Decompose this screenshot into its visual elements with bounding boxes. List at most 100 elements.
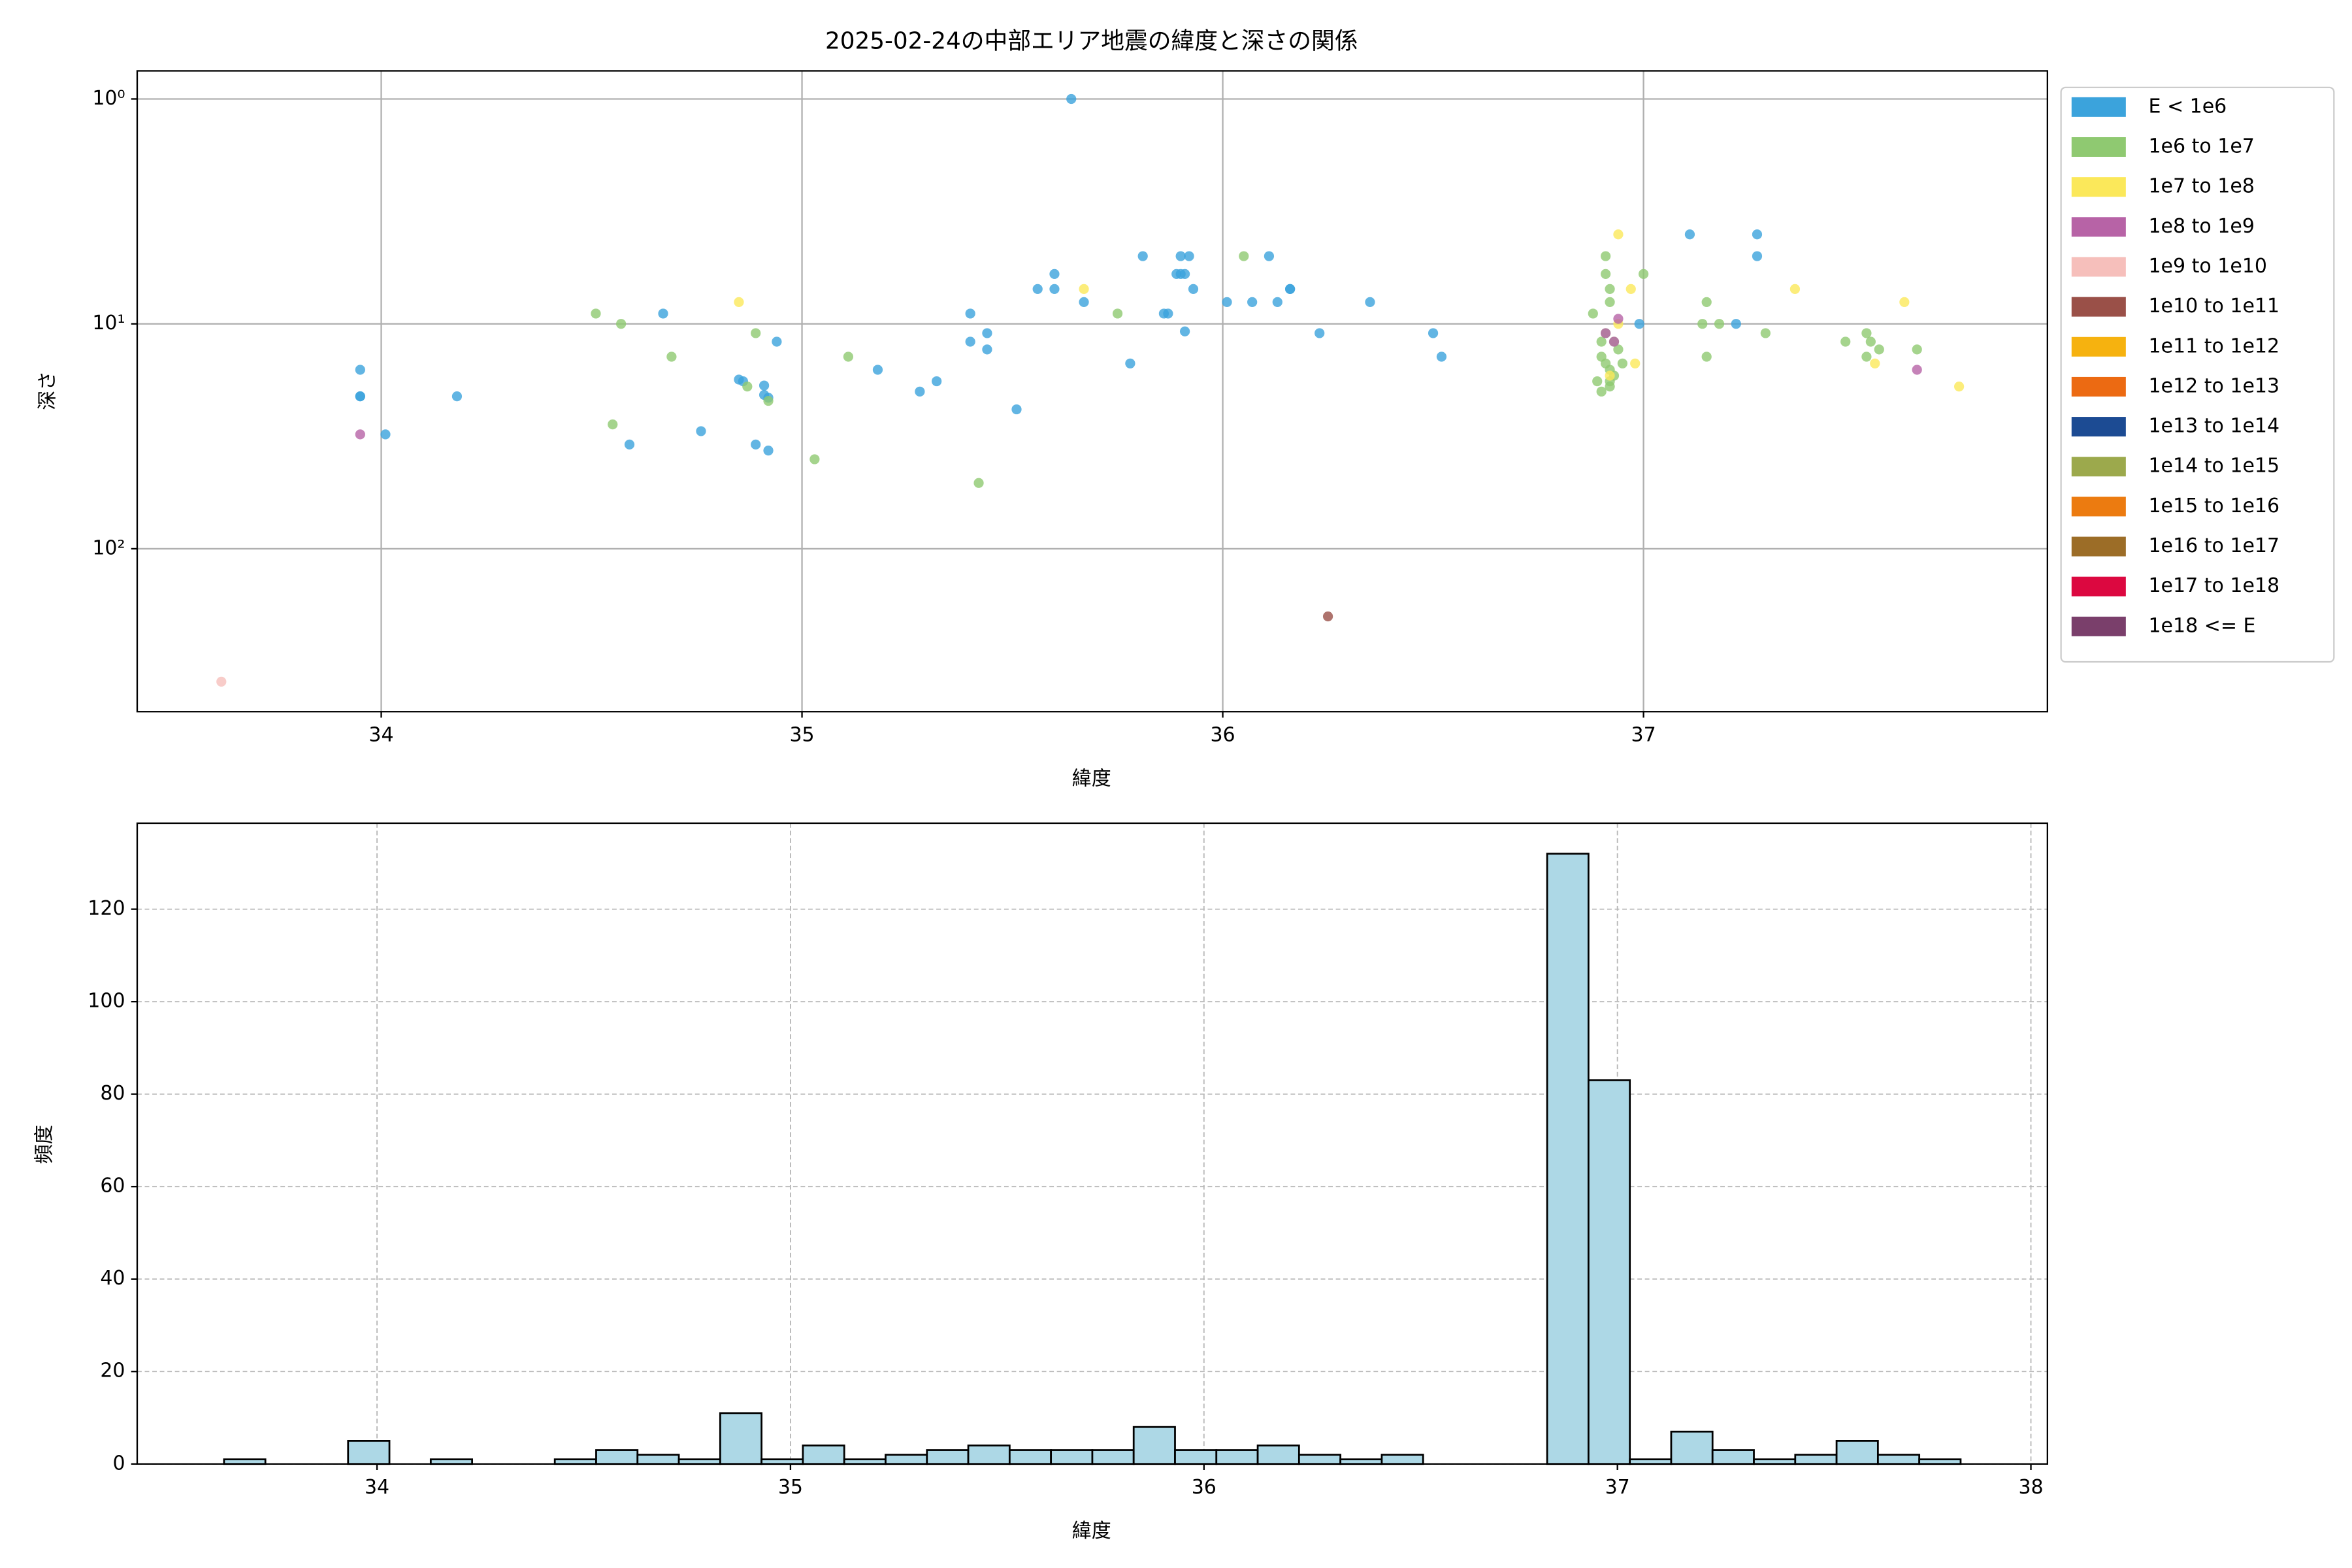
x-tick-label: 34 [365,1476,389,1499]
scatter-point [843,351,854,362]
histogram-bar [1711,1449,1755,1465]
scatter-point [1789,284,1801,294]
legend-swatch [2071,417,2126,437]
histogram-bar [1835,1440,1879,1465]
scatter-point [1752,251,1763,261]
legend-swatch [2071,376,2126,397]
legend-label: 1e8 to 1e9 [2148,215,2254,238]
scatter-point [772,336,782,347]
scatter-point [973,478,984,488]
scatter-point [809,454,820,465]
legend-swatch [2071,177,2126,197]
legend-swatch [2071,297,2126,317]
legend-swatch [2071,217,2126,237]
scatter-point [751,439,761,450]
scatter-point [1613,314,1624,324]
x-tick-label: 37 [1605,1476,1630,1499]
legend-label: 1e17 to 1e18 [2148,574,2279,597]
histogram-bar [595,1449,639,1465]
scatter-point [1912,365,1922,375]
scatter-point [1697,319,1708,329]
scatter-point [742,382,753,392]
scatter-point [1066,93,1077,105]
scatter-point [216,676,227,687]
scatter-point [355,429,365,440]
scatter-point [1179,269,1190,279]
histogram-bar [1091,1449,1135,1465]
legend-label: 1e12 to 1e13 [2148,374,2279,397]
scatter-point [872,365,883,375]
y-tick-label: 120 [88,897,125,920]
y-tick-label: 40 [100,1267,125,1290]
y-tick-label: 10¹ [92,312,125,335]
scatter-point [1714,319,1725,329]
x-tick-label: 36 [1192,1476,1217,1499]
scatter-point [1222,297,1232,307]
y-axis-label: 頻度 [33,1125,56,1164]
scatter-point [1840,336,1851,347]
histogram-bar [636,1454,680,1465]
scatter-point [932,376,942,387]
scatter-point [1861,328,1872,338]
plot-frame [136,822,2048,1465]
scatter-point [915,386,925,397]
y-tick-label: 0 [112,1452,125,1475]
y-tick-label: 20 [100,1360,125,1382]
scatter-point [616,319,627,329]
x-tick-label: 34 [368,724,393,747]
legend-label: 1e14 to 1e15 [2148,455,2279,478]
scatter-point [1601,328,1611,338]
x-axis-label: 緯度 [1072,1520,1111,1543]
scatter-point [1605,370,1615,381]
legend-swatch [2071,257,2126,277]
histogram-bar [1008,1449,1053,1465]
scatter-point [1436,351,1447,362]
scatter-point [1605,284,1615,294]
legend-label: 1e7 to 1e8 [2148,175,2254,198]
scatter-point [1613,229,1624,240]
scatter-point [982,344,992,355]
scatter-point [355,391,365,402]
scatter-point [1617,358,1628,368]
scatter-point [1592,376,1603,387]
histogram-bar [967,1445,1011,1465]
scatter-point [1247,297,1258,307]
legend-swatch [2071,497,2126,517]
scatter-point [1079,284,1089,294]
scatter-point [1638,269,1649,279]
scatter-point [1239,251,1249,261]
legend-label: 1e10 to 1e11 [2148,295,2279,318]
legend-label: 1e9 to 1e10 [2148,255,2267,278]
x-tick-label: 38 [2018,1476,2043,1499]
scatter-point [1953,382,1965,392]
legend-swatch [2071,536,2126,557]
histogram-bar [885,1454,928,1465]
scatter-point [1865,336,1876,347]
scatter-point [380,429,391,440]
scatter-point [1605,297,1615,307]
scatter-point [658,308,668,319]
scatter-point [763,395,774,406]
scatter-point [666,351,677,362]
histogram-bar [1256,1445,1300,1465]
scatter-point [965,336,975,347]
scatter-point [624,439,635,450]
scatter-point [1596,386,1607,397]
scatter-point [1701,351,1712,362]
scatter-point [1322,611,1333,622]
scatter-point [1163,308,1173,319]
scatter-point [608,419,618,430]
histogram-bar [802,1445,845,1465]
scatter-point [1912,344,1922,355]
scatter-point [734,297,744,307]
scatter-point [1188,284,1199,294]
histogram-bar [1132,1426,1176,1465]
scatter-point [1899,297,1910,307]
plot-frame [136,70,2048,713]
scatter-point [1112,308,1123,319]
histogram-bar [1876,1454,1921,1465]
scatter-point [1011,404,1022,415]
scatter-point [1634,319,1644,329]
legend-label: 1e6 to 1e7 [2148,135,2254,158]
scatter-point [696,426,706,436]
